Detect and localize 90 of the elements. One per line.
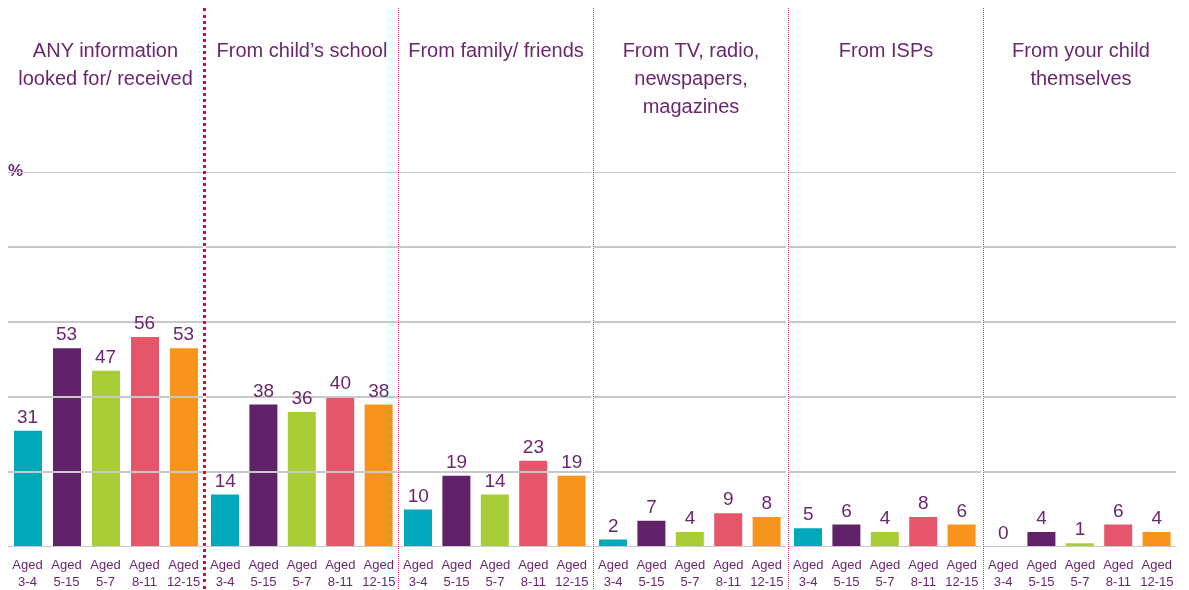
- data-label: 6: [956, 499, 968, 521]
- data-label: 47: [94, 345, 117, 367]
- chart-title: From your child themselves: [1012, 39, 1150, 89]
- data-label: 10: [407, 484, 429, 506]
- data-label: 19: [561, 450, 583, 472]
- x-tick-label: Aged 12-15: [750, 557, 784, 589]
- x-tick-label: Aged 12-15: [555, 557, 589, 589]
- x-tick-label: Aged 3-4: [598, 557, 629, 589]
- bar: [557, 475, 586, 547]
- bar: [714, 513, 743, 547]
- x-tick-label: Aged 5-15: [51, 557, 82, 589]
- x-tick-label: Aged 5-15: [636, 557, 667, 589]
- data-label: 53: [172, 323, 195, 345]
- data-label: 23: [522, 435, 544, 457]
- data-label: 38: [253, 379, 275, 401]
- bar: [442, 475, 471, 547]
- data-label: 2: [607, 514, 619, 536]
- x-tick-label: Aged 12-15: [166, 557, 201, 589]
- data-label: 4: [1151, 507, 1163, 528]
- x-tick-label: Aged 8-11: [325, 557, 356, 589]
- x-tick-label: Aged 8-11: [713, 557, 744, 589]
- data-label: 6: [841, 499, 852, 521]
- x-tick-label: Aged 3-4: [403, 557, 434, 589]
- x-tick-label: Aged 5-7: [674, 557, 706, 589]
- data-label: 8: [918, 492, 929, 513]
- bar: [832, 524, 861, 547]
- x-tick-label: Aged 12-15: [362, 557, 396, 589]
- bar: [92, 370, 120, 547]
- data-label: 1: [1074, 518, 1086, 540]
- x-tick-label: Aged 8-11: [908, 557, 939, 589]
- bar: [211, 494, 239, 547]
- x-tick-label: Aged 8-11: [1103, 557, 1134, 589]
- chart-title: From family/ friends: [408, 39, 584, 61]
- chart-title: From child’s school: [216, 39, 388, 61]
- bar: [249, 404, 278, 547]
- bar: [326, 397, 355, 547]
- bar: [287, 412, 316, 547]
- data-label: 4: [684, 507, 696, 528]
- data-label: 4: [879, 507, 891, 528]
- data-label: 4: [1036, 507, 1048, 528]
- data-label: 40: [329, 372, 351, 393]
- bar: [870, 532, 899, 547]
- bar: [675, 532, 704, 547]
- data-label: 8: [761, 492, 773, 513]
- x-tick-label: Aged 3-4: [988, 557, 1019, 589]
- x-tick-label: Aged 5-15: [831, 557, 862, 589]
- x-tick-label: Aged 8-11: [129, 557, 160, 589]
- data-label: 56: [133, 312, 156, 333]
- data-label: 36: [291, 387, 313, 408]
- x-tick-label: Aged 5-7: [286, 557, 318, 589]
- data-label: 14: [214, 469, 237, 491]
- data-label: 6: [1113, 499, 1124, 521]
- x-tick-label: Aged 5-15: [1026, 557, 1057, 589]
- x-tick-label: Aged 3-4: [793, 557, 824, 589]
- x-tick-label: Aged 5-7: [1064, 557, 1096, 589]
- bar: [404, 509, 432, 547]
- bar: [909, 517, 938, 547]
- bar: [480, 494, 509, 547]
- x-tick-label: Aged 12-15: [945, 557, 979, 589]
- x-tick-label: Aged 5-7: [869, 557, 901, 589]
- x-tick-label: Aged 3-4: [210, 557, 241, 589]
- data-label: 0: [997, 522, 1009, 543]
- data-label: 31: [16, 405, 39, 427]
- chart-title: ANY information looked for/ received: [18, 39, 193, 89]
- data-label: 5: [802, 503, 814, 525]
- data-label: 53: [55, 323, 78, 345]
- bar: [14, 430, 42, 547]
- x-tick-label: Aged 5-7: [90, 557, 121, 589]
- chart-title: From TV, radio, newspapers, magazines: [622, 39, 760, 117]
- bar: [53, 348, 81, 547]
- x-tick-label: Aged 12-15: [1140, 557, 1174, 589]
- data-label: 19: [446, 450, 468, 472]
- data-label: 7: [646, 495, 657, 517]
- bar: [794, 528, 822, 547]
- bar: [170, 348, 198, 547]
- bar: [752, 517, 781, 547]
- x-tick-label: Aged 5-7: [479, 557, 511, 589]
- bar: [947, 524, 976, 547]
- data-label: 38: [368, 379, 390, 401]
- data-label: 9: [723, 488, 734, 510]
- bar: [131, 337, 159, 547]
- x-tick-label: Aged 5-15: [441, 557, 472, 589]
- bar: [637, 520, 666, 547]
- x-tick-label: Aged 8-11: [518, 557, 549, 589]
- bar: [519, 460, 548, 547]
- x-tick-label: Aged 3-4: [12, 557, 43, 589]
- x-tick-label: Aged 5-15: [248, 557, 279, 589]
- bar: [364, 404, 393, 547]
- data-label: 14: [484, 469, 506, 491]
- chart-title: From ISPs: [838, 39, 934, 61]
